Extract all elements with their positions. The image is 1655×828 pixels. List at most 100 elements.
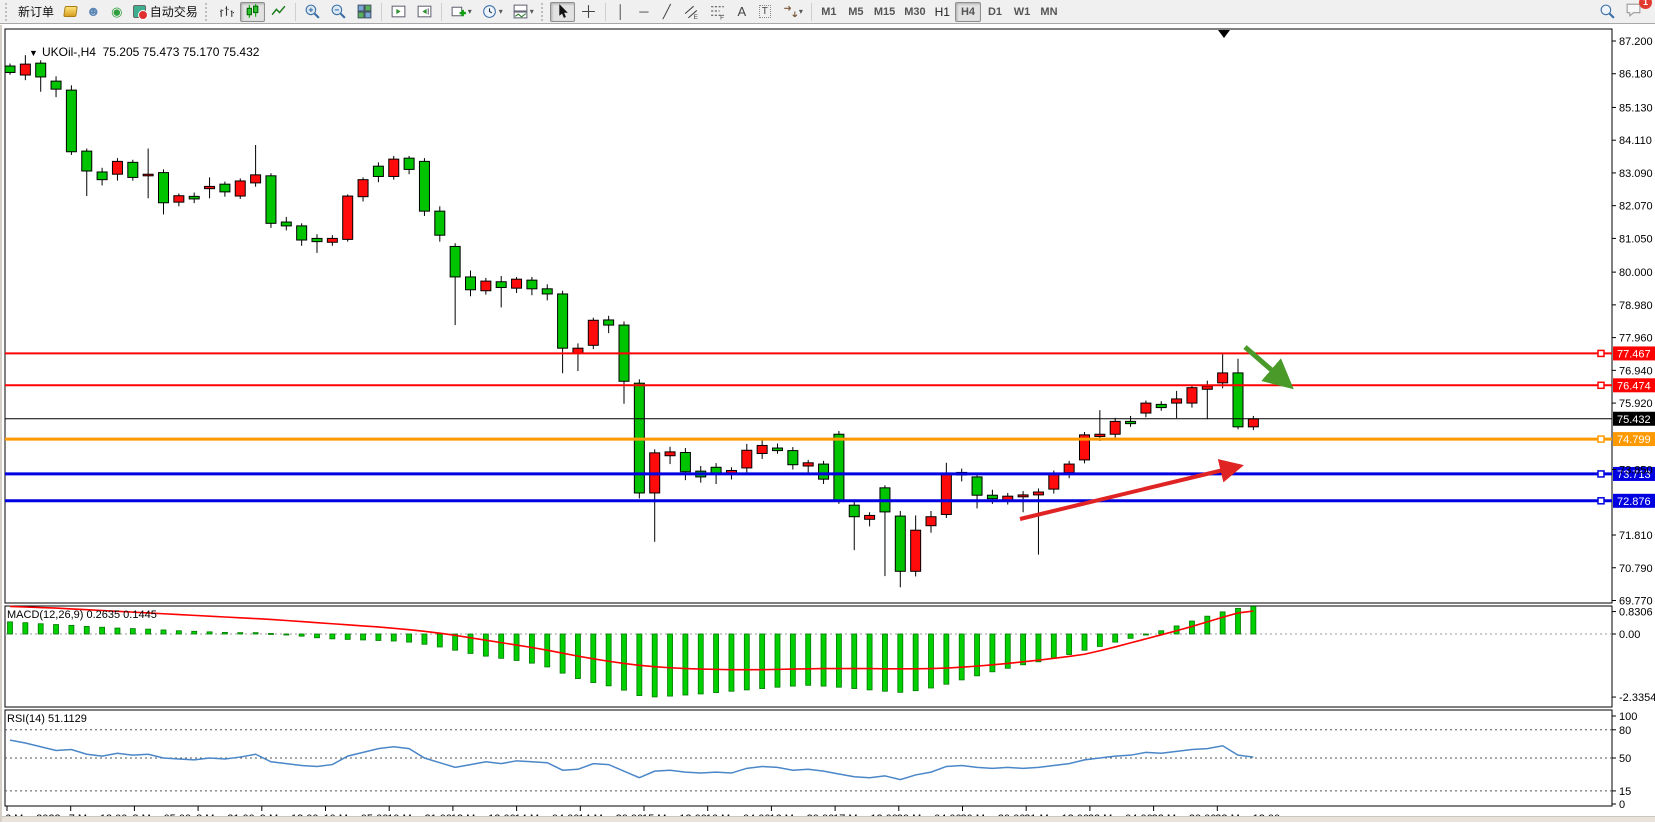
red-trend-arrow[interactable] <box>1019 459 1244 521</box>
horizontal-level-lines[interactable] <box>5 349 1612 505</box>
auto-scroll-icon <box>391 5 406 18</box>
svg-text:73.850: 73.850 <box>1619 465 1653 477</box>
text-button[interactable]: A <box>731 2 753 22</box>
collapse-one-click-icon[interactable]: ▼ <box>29 48 38 58</box>
timeframe-m5[interactable]: M5 <box>843 2 869 22</box>
svg-text:83.090: 83.090 <box>1619 168 1653 180</box>
fibonacci-icon: F <box>710 6 724 20</box>
svg-text:82.070: 82.070 <box>1619 201 1653 213</box>
svg-text:75.920: 75.920 <box>1619 398 1653 410</box>
shapes-button[interactable]: ▾ <box>777 2 807 22</box>
trendline-button[interactable]: ╱ <box>656 2 678 22</box>
chevron-down-icon: ▾ <box>498 7 503 16</box>
timeframe-h1[interactable]: H1 <box>931 2 954 22</box>
search-button[interactable] <box>1595 2 1620 22</box>
series-end-marker <box>1218 30 1230 38</box>
search-icon <box>1600 4 1615 19</box>
text-label-button[interactable]: T <box>754 2 776 22</box>
timeframe-mn[interactable]: MN <box>1036 2 1062 22</box>
zoom-in-button[interactable] <box>300 2 325 22</box>
window-bottom-edge <box>2 816 1655 822</box>
signals-icon: ◉ <box>111 4 123 19</box>
market-watch-button[interactable]: ☻ <box>82 2 105 22</box>
market-watch-icon: ☻ <box>86 3 101 19</box>
chart-shift-icon <box>417 5 432 18</box>
svg-text:0: 0 <box>1619 799 1625 811</box>
svg-text:100: 100 <box>1619 711 1637 723</box>
candlestick-button[interactable] <box>239 1 265 22</box>
horizontal-line-icon: ─ <box>639 4 649 19</box>
bar-chart-button[interactable] <box>214 2 239 22</box>
svg-text:0.8306: 0.8306 <box>1619 607 1653 619</box>
notification-badge[interactable]: 1 <box>1639 0 1652 9</box>
svg-text:F: F <box>720 14 724 20</box>
add-indicator-icon <box>451 6 466 17</box>
timeframe-d1[interactable]: D1 <box>982 2 1008 22</box>
timeframe-w1[interactable]: W1 <box>1009 2 1035 22</box>
indicator-subwindow-button[interactable]: ▾ <box>508 2 538 22</box>
panel-frames <box>4 28 1613 807</box>
cursor-button[interactable] <box>549 1 575 22</box>
timeframe-m1[interactable]: M1 <box>816 2 842 22</box>
subwindow-icon <box>513 4 528 19</box>
toolbar: 新订单 ☻ ◉ 自动交易 <box>0 0 1655 24</box>
green-reversal-arrow[interactable] <box>1243 345 1294 390</box>
new-order-label: 新订单 <box>18 5 55 19</box>
line-chart-button[interactable] <box>266 2 291 22</box>
periods-button[interactable]: ▾ <box>477 2 507 22</box>
shapes-icon <box>784 5 798 18</box>
vertical-line-button[interactable]: │ <box>610 2 632 22</box>
svg-text:74.799: 74.799 <box>1617 434 1651 446</box>
add-indicator-button[interactable]: ▾ <box>446 2 476 22</box>
toolbar-grip[interactable] <box>204 2 210 21</box>
candlestick-icon <box>246 4 259 18</box>
tile-windows-button[interactable] <box>352 2 377 22</box>
timeframe-m30[interactable]: M30 <box>900 2 929 22</box>
chevron-down-icon: ▾ <box>529 7 534 16</box>
text-label-icon: T <box>758 5 771 18</box>
indicator-axes[interactable]: 0.8306 0.00 -2.3354 100 80 50 150 <box>1612 607 1655 811</box>
chart-canvas[interactable]: 77.46776.47475.43274.79973.71372.87687.2… <box>2 25 1655 822</box>
chevron-down-icon: ▾ <box>798 7 803 16</box>
svg-text:0.00: 0.00 <box>1619 629 1640 641</box>
svg-text:77.960: 77.960 <box>1619 333 1653 345</box>
vertical-line-icon: │ <box>616 4 625 19</box>
svg-text:77.467: 77.467 <box>1617 348 1651 360</box>
signals-button[interactable]: ◉ <box>106 2 128 22</box>
bar-chart-icon <box>219 6 234 17</box>
svg-text:75.432: 75.432 <box>1617 414 1651 426</box>
svg-text:73.713: 73.713 <box>1617 469 1651 481</box>
chart-shift-button[interactable] <box>412 2 437 22</box>
new-order-button[interactable]: 新订单 <box>14 2 58 22</box>
svg-text:E: E <box>693 14 697 20</box>
timeframe-h4-active[interactable]: H4 <box>954 1 981 22</box>
toolbar-separator <box>810 2 812 21</box>
price-axis[interactable]: 87.200 86.180 85.130 84.110 83.090 82.070 81.0… <box>1612 36 1653 608</box>
channel-icon: E <box>684 5 698 20</box>
timeframe-m15[interactable]: M15 <box>870 2 899 22</box>
orders-button[interactable] <box>59 2 81 22</box>
horizontal-line-button[interactable]: ─ <box>633 2 655 22</box>
zoom-out-button[interactable] <box>326 2 351 22</box>
fibonacci-button[interactable]: F <box>705 2 730 22</box>
price-tags: 77.467 76.474 75.432 74.799 73.713 72.876 <box>1613 346 1655 508</box>
auto-trading-icon <box>132 5 148 20</box>
svg-text:84.110: 84.110 <box>1619 135 1652 147</box>
auto-scroll-button[interactable] <box>386 2 411 22</box>
channel-button[interactable]: E <box>679 2 704 22</box>
toolbar-separator <box>380 2 382 21</box>
toolbar-grip[interactable] <box>5 2 10 21</box>
zoom-out-icon <box>331 4 346 19</box>
svg-text:70.790: 70.790 <box>1619 563 1653 575</box>
svg-text:-2.3354: -2.3354 <box>1619 692 1655 704</box>
crosshair-icon <box>581 5 595 18</box>
zoom-in-icon <box>305 4 320 19</box>
svg-text:86.180: 86.180 <box>1619 69 1653 81</box>
toolbar-grip[interactable] <box>540 2 546 21</box>
crosshair-button[interactable] <box>576 2 601 22</box>
drawn-arrows[interactable] <box>1019 345 1294 521</box>
auto-trading-button[interactable]: 自动交易 <box>129 2 202 22</box>
auto-trading-label: 自动交易 <box>149 5 198 19</box>
svg-text:78.980: 78.980 <box>1619 300 1653 312</box>
chart-window: 77.467 76.474 75.432 74.799 73.713 72.876 87.2… <box>0 25 1655 822</box>
